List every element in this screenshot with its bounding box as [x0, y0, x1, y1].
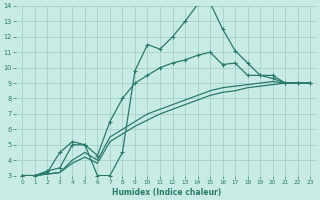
- X-axis label: Humidex (Indice chaleur): Humidex (Indice chaleur): [112, 188, 221, 197]
